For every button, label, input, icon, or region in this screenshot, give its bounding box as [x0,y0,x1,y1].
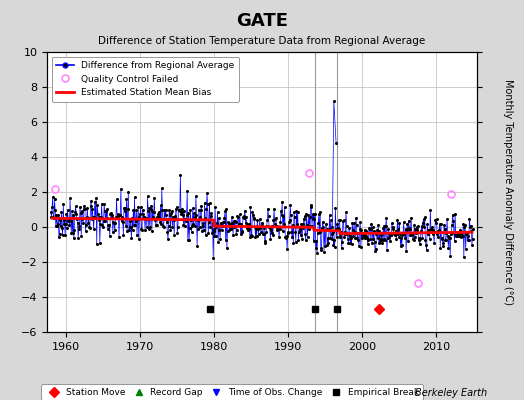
Text: Monthly Temperature Anomaly Difference (°C): Monthly Temperature Anomaly Difference (… [503,79,514,305]
Text: Berkeley Earth: Berkeley Earth [415,388,487,398]
Text: GATE: GATE [236,12,288,30]
Text: Difference of Station Temperature Data from Regional Average: Difference of Station Temperature Data f… [99,36,425,46]
Legend: Station Move, Record Gap, Time of Obs. Change, Empirical Break: Station Move, Record Gap, Time of Obs. C… [41,384,422,400]
